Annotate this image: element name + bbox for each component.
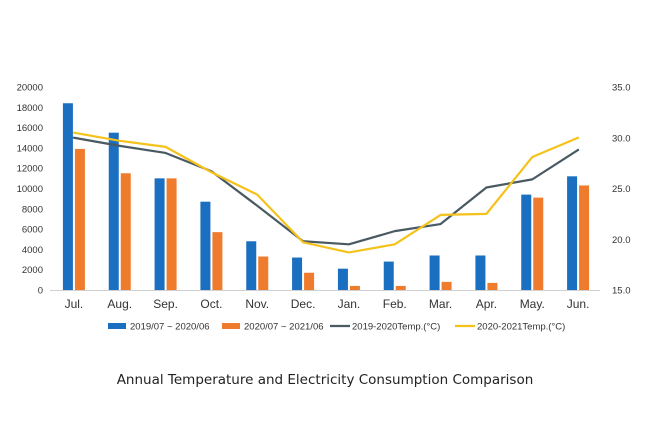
- bar-s1-0: [74, 148, 85, 290]
- bar-s1-10: [533, 197, 544, 290]
- chart-caption: Annual Temperature and Electricity Consu…: [116, 372, 534, 388]
- legend-swatch-0: [108, 323, 126, 329]
- legend: 2019/07 ~ 2020/06 2020/07 ~ 2021/06 2019-2…: [108, 322, 565, 333]
- left-tick-label: 8000: [22, 204, 43, 215]
- bar-s1-4: [258, 256, 269, 290]
- line-series-3: [72, 131, 580, 254]
- category-label: Nov.: [245, 297, 269, 311]
- right-axis: 15.0 20.0 25.0 30.0 35.0: [612, 83, 631, 297]
- bar-s0-2: [154, 178, 165, 290]
- bar-s1-5: [304, 272, 315, 290]
- left-tick-label: 10000: [17, 184, 43, 195]
- bar-s1-11: [579, 185, 590, 290]
- bar-s1-6: [349, 285, 360, 290]
- bar-s0-6: [337, 268, 348, 290]
- right-tick-label: 25.0: [612, 184, 631, 195]
- left-axis: 0 2000 4000 6000 8000 10000 12000 14000 16000 180…: [17, 83, 43, 297]
- category-label: Feb.: [383, 297, 407, 311]
- category-label: May.: [520, 297, 545, 311]
- left-tick-label: 20000: [17, 83, 43, 94]
- category-label: Mar.: [429, 297, 452, 311]
- bar-s1-8: [441, 281, 452, 290]
- category-label: Aug.: [107, 297, 132, 311]
- left-tick-label: 12000: [17, 164, 43, 175]
- category-label: Oct.: [200, 297, 222, 311]
- bar-s0-5: [292, 257, 303, 290]
- bar-s1-7: [395, 285, 406, 290]
- bar-s0-8: [429, 255, 440, 290]
- left-tick-label: 0: [38, 286, 43, 297]
- bar-s1-2: [166, 178, 177, 290]
- right-tick-label: 30.0: [612, 133, 631, 144]
- bar-s0-4: [246, 241, 257, 290]
- category-label: Jun.: [567, 297, 590, 311]
- bar-s0-1: [108, 132, 119, 290]
- category-label: Jul.: [65, 297, 84, 311]
- legend-label-0: 2019/07 ~ 2020/06: [130, 322, 210, 333]
- bar-s1-3: [212, 232, 223, 290]
- left-tick-label: 4000: [22, 245, 43, 256]
- bar-s0-11: [567, 176, 578, 290]
- bar-s1-1: [120, 173, 131, 290]
- right-tick-label: 15.0: [612, 286, 631, 297]
- left-tick-label: 6000: [22, 225, 43, 236]
- category-label: Jan.: [338, 297, 361, 311]
- left-tick-label: 18000: [17, 103, 43, 114]
- right-tick-label: 20.0: [612, 235, 631, 246]
- left-tick-label: 16000: [17, 123, 43, 134]
- lines-layer: [72, 131, 580, 254]
- category-label: Sep.: [153, 297, 178, 311]
- legend-swatch-1: [222, 323, 240, 329]
- line-series-2: [72, 136, 580, 246]
- bar-s1-9: [487, 282, 498, 290]
- bars-layer: [62, 103, 590, 291]
- bar-s0-3: [200, 201, 211, 290]
- bar-s0-9: [475, 255, 486, 290]
- bar-s0-10: [521, 194, 532, 290]
- left-tick-label: 14000: [17, 143, 43, 154]
- right-tick-label: 35.0: [612, 83, 631, 94]
- left-tick-label: 2000: [22, 265, 43, 276]
- category-label: Apr.: [476, 297, 497, 311]
- category-label: Dec.: [291, 297, 316, 311]
- bar-s0-0: [62, 103, 73, 291]
- bar-s0-7: [383, 261, 394, 290]
- legend-label-1: 2020/07 ~ 2021/06: [244, 322, 324, 333]
- x-axis: Jul. Aug. Sep. Oct. Nov. Dec. Jan. Feb. Mar. Apr.…: [50, 290, 600, 311]
- legend-label-2: 2019-2020Temp.(°C): [352, 322, 440, 333]
- legend-label-3: 2020-2021Temp.(°C): [477, 322, 565, 333]
